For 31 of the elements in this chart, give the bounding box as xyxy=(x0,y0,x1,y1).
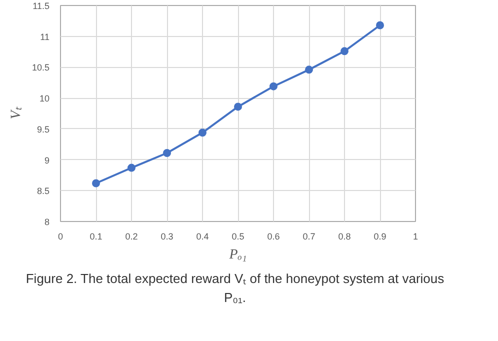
y-tick-label: 9 xyxy=(44,155,50,166)
point xyxy=(163,149,171,157)
x-tick-label: 0.5 xyxy=(232,232,244,242)
x-axis-title: Pₒ₁ xyxy=(228,248,247,262)
y-tick-label: 9.5 xyxy=(36,124,50,134)
x-tick-label: 0.6 xyxy=(267,232,280,242)
y-tick-label: 10.5 xyxy=(32,62,50,73)
y-tick-label: 11.5 xyxy=(32,1,50,11)
y-axis-title: Vₜ xyxy=(8,106,24,120)
point xyxy=(234,102,242,111)
point xyxy=(92,179,100,188)
point xyxy=(376,21,384,30)
x-tick-label: 0.8 xyxy=(338,232,351,242)
x-tick-label: 0.1 xyxy=(90,232,102,242)
x-tick-label: 0.2 xyxy=(125,232,138,242)
caption: Figure 2. The total expected reward Vₜ of the honeypot system at various P₀₁. xyxy=(25,270,445,307)
y-tick-label: 11 xyxy=(40,32,50,42)
y-tick-label: 8.5 xyxy=(36,186,50,196)
x-tick-label: 0.4 xyxy=(196,232,209,242)
point xyxy=(340,47,348,56)
x-tick-label: 0 xyxy=(58,232,64,242)
x-tick-label: 1 xyxy=(412,232,418,242)
point xyxy=(128,164,136,172)
x-tick-label: 0.7 xyxy=(302,232,316,242)
point xyxy=(305,66,313,74)
x-tick-label: 0.3 xyxy=(160,232,174,242)
point xyxy=(198,128,206,137)
x-tick-label: 0.9 xyxy=(374,232,386,242)
y-tick-label: 10 xyxy=(39,94,50,104)
y-tick-label: 8 xyxy=(44,217,50,227)
point xyxy=(270,82,278,90)
